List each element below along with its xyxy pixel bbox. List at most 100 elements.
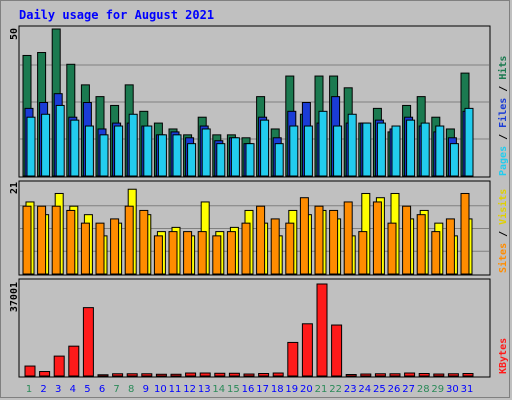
- bar-sites-day-2: [37, 205, 47, 275]
- bar-sites-day-23: [343, 201, 353, 275]
- bar-kbytes-day-9: [141, 373, 153, 377]
- bar-sites-day-11: [168, 231, 178, 275]
- bar-sites-day-15: [226, 231, 236, 275]
- legend-pages: Pages: [498, 146, 509, 176]
- y-max-label-top: 50: [9, 28, 20, 40]
- bar-sites-day-7: [110, 218, 120, 275]
- bar-pages-day-3: [55, 104, 65, 177]
- x-tick-label-15: 15: [227, 384, 240, 395]
- bar-sites-day-26: [387, 222, 397, 275]
- bar-kbytes-day-21: [316, 283, 328, 377]
- bar-sites-day-18: [270, 218, 280, 275]
- x-tick-label-20: 20: [300, 384, 313, 395]
- x-tick-label-29: 29: [431, 384, 444, 395]
- bar-pages-day-22: [333, 125, 343, 177]
- x-tick-label-24: 24: [358, 384, 371, 395]
- x-tick-label-1: 1: [26, 384, 32, 395]
- x-tick-label-16: 16: [242, 384, 255, 395]
- x-tick-label-17: 17: [256, 384, 269, 395]
- x-tick-label-22: 22: [329, 384, 342, 395]
- bar-pages-day-29: [435, 125, 445, 177]
- bar-pages-day-30: [449, 143, 459, 177]
- x-axis-labels: 1 2 3 4 5 6 7 8 9 10 11 12 13 14 15 16 17 18 19 20 21 22 23 24 2…: [26, 384, 474, 395]
- x-tick-label-25: 25: [373, 384, 386, 395]
- legend-hits: Hits: [497, 56, 509, 80]
- bar-pages-day-7: [114, 125, 124, 177]
- bar-sites-day-9: [139, 209, 149, 275]
- bars-middle: [22, 188, 473, 275]
- x-tick-label-19: 19: [285, 384, 298, 395]
- bar-kbytes-day-14: [214, 372, 226, 377]
- bar-kbytes-day-11: [170, 373, 182, 377]
- x-tick-label-27: 27: [402, 384, 415, 395]
- x-tick-label-12: 12: [183, 384, 196, 395]
- bar-kbytes-day-2: [39, 371, 51, 377]
- x-tick-label-30: 30: [446, 384, 459, 395]
- bar-kbytes-day-7: [112, 373, 124, 377]
- y-max-label-bottom: 37001: [9, 282, 20, 312]
- x-tick-label-3: 3: [55, 384, 61, 395]
- bar-sites-day-16: [241, 222, 251, 275]
- bar-sites-day-3: [51, 205, 61, 275]
- bar-kbytes-day-20: [301, 323, 313, 377]
- x-tick-label-2: 2: [40, 384, 46, 395]
- bar-pages-day-24: [362, 122, 372, 177]
- x-tick-label-21: 21: [315, 384, 328, 395]
- bar-sites-day-5: [80, 222, 90, 275]
- bar-kbytes-day-26: [389, 373, 401, 377]
- bar-kbytes-day-30: [447, 373, 459, 377]
- bar-sites-day-4: [66, 209, 76, 275]
- bar-sites-day-28: [416, 214, 426, 275]
- bar-kbytes-day-12: [185, 372, 197, 377]
- bar-pages-day-9: [143, 125, 153, 177]
- bar-pages-day-26: [391, 125, 401, 177]
- panel-border-bottom: [18, 278, 491, 378]
- bar-pages-day-2: [41, 113, 51, 177]
- bar-kbytes-day-25: [374, 373, 386, 377]
- panel-hits-files-pages: 50 Pages / Files / Hits: [9, 25, 509, 178]
- bar-kbytes-day-16: [243, 373, 255, 377]
- bar-pages-day-15: [230, 137, 240, 177]
- x-tick-label-6: 6: [99, 384, 105, 395]
- legend-sep-2: /: [498, 80, 509, 98]
- x-tick-label-5: 5: [84, 384, 90, 395]
- bars-bottom: [24, 283, 474, 377]
- bar-sites-day-14: [212, 235, 222, 275]
- bar-sites-day-25: [372, 201, 382, 275]
- x-tick-label-31: 31: [461, 384, 474, 395]
- x-tick-label-14: 14: [212, 384, 225, 395]
- bar-pages-day-4: [70, 119, 80, 177]
- bar-pages-day-5: [84, 125, 94, 177]
- bar-kbytes-day-1: [24, 365, 36, 377]
- bar-pages-day-13: [201, 128, 211, 177]
- bar-kbytes-day-6: [97, 374, 109, 377]
- bar-sites-day-8: [124, 205, 134, 275]
- bar-sites-day-24: [358, 231, 368, 275]
- x-tick-label-9: 9: [143, 384, 149, 395]
- bar-sites-day-13: [197, 231, 207, 275]
- bar-sites-day-22: [329, 209, 339, 275]
- bar-kbytes-day-29: [433, 373, 445, 377]
- bar-pages-day-14: [216, 143, 226, 177]
- x-tick-label-7: 7: [113, 384, 119, 395]
- bar-sites-day-20: [299, 197, 309, 275]
- legend-sep-1: /: [498, 128, 509, 146]
- bar-sites-day-27: [402, 205, 412, 275]
- bar-pages-day-27: [406, 119, 416, 177]
- x-tick-label-8: 8: [128, 384, 134, 395]
- legend-middle: Sites / Visits: [497, 189, 509, 273]
- bar-sites-day-1: [22, 205, 32, 275]
- bar-sites-day-6: [95, 222, 105, 275]
- bar-sites-day-21: [314, 205, 324, 275]
- bar-pages-day-11: [172, 134, 182, 177]
- bars-top: [22, 28, 474, 177]
- bar-pages-day-12: [187, 143, 197, 177]
- bar-pages-day-28: [420, 122, 430, 177]
- bar-sites-day-29: [431, 231, 441, 275]
- bar-kbytes-day-3: [53, 355, 65, 377]
- bar-kbytes-day-19: [287, 341, 299, 377]
- bar-sites-day-17: [256, 205, 266, 275]
- x-tick-label-13: 13: [198, 384, 211, 395]
- bar-kbytes-day-31: [462, 373, 474, 377]
- bar-sites-day-19: [285, 222, 295, 275]
